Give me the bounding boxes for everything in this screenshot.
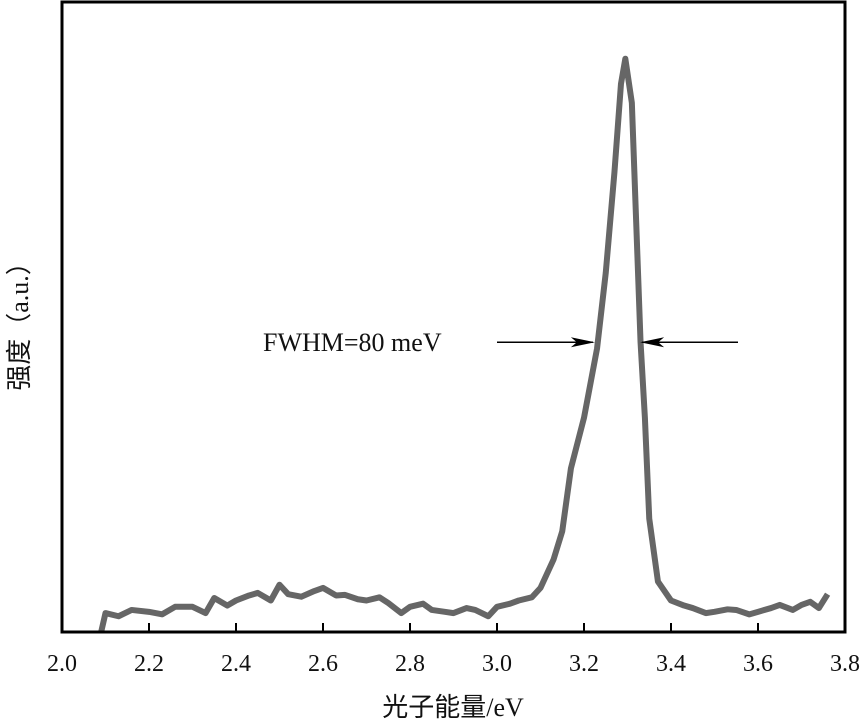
x-tick-label: 2.6: [308, 651, 338, 677]
fwhm-left-arrowhead-icon: [570, 337, 595, 348]
y-axis-title: 强度（a.u.）: [5, 249, 34, 391]
x-axis-title: 光子能量/eV: [382, 693, 524, 722]
x-tick-label: 2.4: [221, 651, 251, 677]
x-tick-label: 2.2: [134, 651, 164, 677]
x-tick-label: 2.8: [395, 651, 425, 677]
fwhm-annotation: FWHM=80 meV: [263, 328, 442, 357]
plot-frame: [60, 0, 847, 634]
fwhm-right-arrowhead-icon: [640, 337, 665, 348]
x-tick-label: 2.0: [47, 651, 77, 677]
x-tick-label: 3.8: [830, 651, 860, 677]
x-tick-label: 3.4: [656, 651, 686, 677]
x-tick-label: 3.6: [743, 651, 773, 677]
series-line-pl-spectrum: [98, 55, 831, 633]
x-tick-label: 3.0: [482, 651, 512, 677]
x-tick-label: 3.2: [569, 651, 599, 677]
